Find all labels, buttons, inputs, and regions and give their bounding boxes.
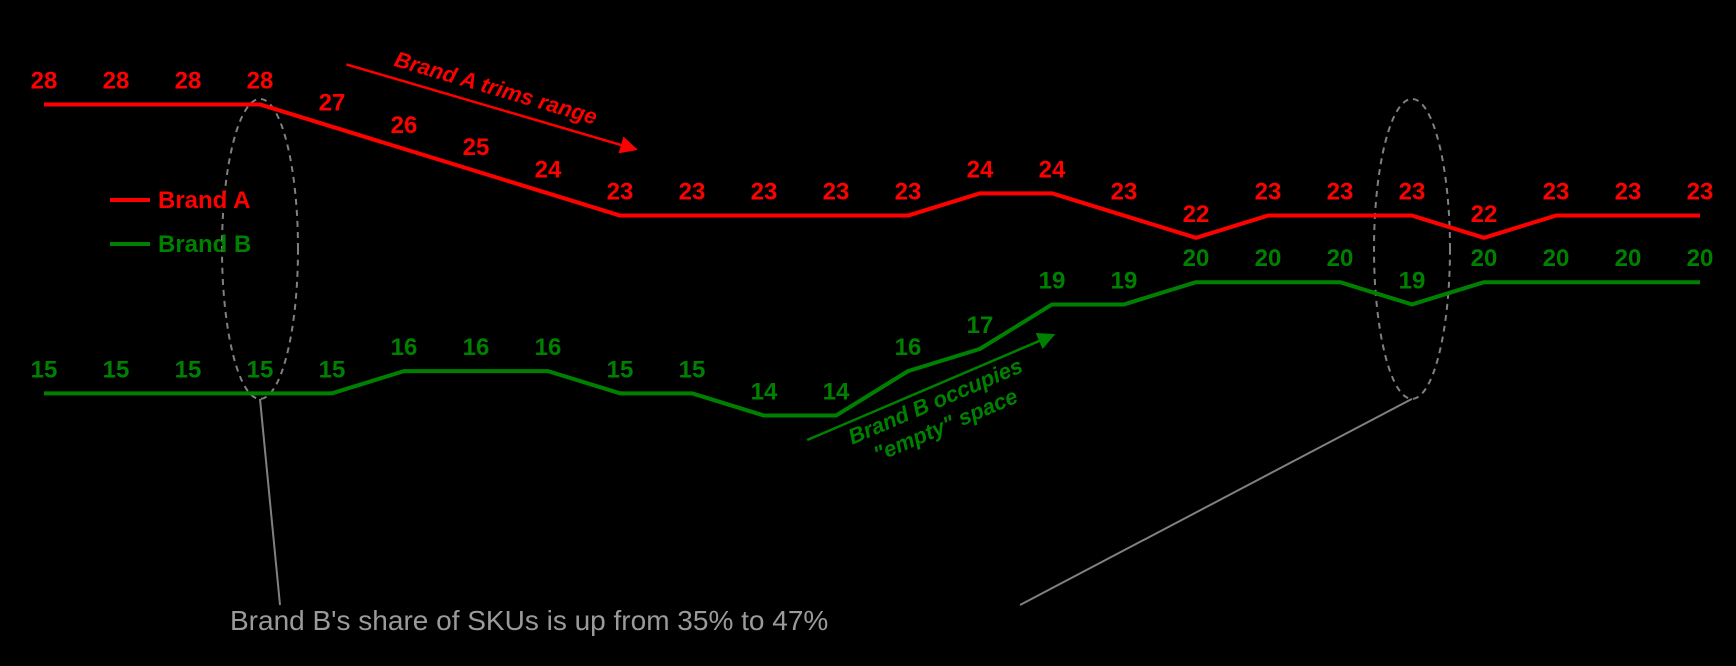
data-label: 24 (967, 156, 994, 183)
data-label: 14 (751, 379, 778, 406)
data-label: 28 (247, 67, 274, 94)
data-label: 20 (1327, 245, 1354, 272)
data-label: 28 (103, 67, 130, 94)
data-label: 20 (1471, 245, 1498, 272)
data-label: 16 (895, 334, 922, 361)
data-label: 15 (31, 356, 58, 383)
legend-label-brand-b: Brand B (158, 231, 251, 258)
data-label: 20 (1615, 245, 1642, 272)
data-label: 23 (1399, 179, 1426, 206)
data-label: 22 (1471, 201, 1498, 228)
data-label: 23 (823, 179, 850, 206)
data-label: 16 (391, 334, 418, 361)
data-label: 23 (1687, 179, 1714, 206)
data-label: 24 (535, 156, 562, 183)
data-label: 14 (823, 379, 850, 406)
data-label: 23 (1327, 179, 1354, 206)
data-label: 20 (1255, 245, 1282, 272)
data-label: 20 (1687, 245, 1714, 272)
data-label: 23 (1255, 179, 1282, 206)
legend-label-brand-a: Brand A (158, 187, 250, 214)
data-label: 16 (535, 334, 562, 361)
data-label: 28 (31, 67, 58, 94)
data-label: 28 (175, 67, 202, 94)
data-label: 22 (1183, 201, 1210, 228)
data-label: 15 (103, 356, 130, 383)
data-label: 26 (391, 112, 418, 139)
data-label: 17 (967, 312, 994, 339)
line-chart: 28 28 28 28 27 26 25 24 23 23 23 23 23 24 24 23 22 23 23 23… (0, 0, 1736, 666)
data-label: 23 (607, 179, 634, 206)
data-label: 19 (1399, 267, 1426, 294)
data-label: 23 (1111, 179, 1138, 206)
data-label: 15 (247, 356, 274, 383)
data-label: 19 (1039, 267, 1066, 294)
data-label: 20 (1543, 245, 1570, 272)
data-label: 15 (607, 356, 634, 383)
data-label: 23 (895, 179, 922, 206)
data-label: 27 (319, 90, 346, 117)
data-label: 19 (1111, 267, 1138, 294)
data-label: 15 (679, 356, 706, 383)
data-label: 15 (175, 356, 202, 383)
data-label: 23 (1543, 179, 1570, 206)
data-label: 23 (1615, 179, 1642, 206)
data-label: 15 (319, 356, 346, 383)
footer-caption: Brand B's share of SKUs is up from 35% t… (230, 605, 828, 636)
data-label: 20 (1183, 245, 1210, 272)
data-label: 24 (1039, 156, 1066, 183)
data-label: 16 (463, 334, 490, 361)
data-label: 23 (751, 179, 778, 206)
data-label: 23 (679, 179, 706, 206)
data-label: 25 (463, 134, 490, 161)
